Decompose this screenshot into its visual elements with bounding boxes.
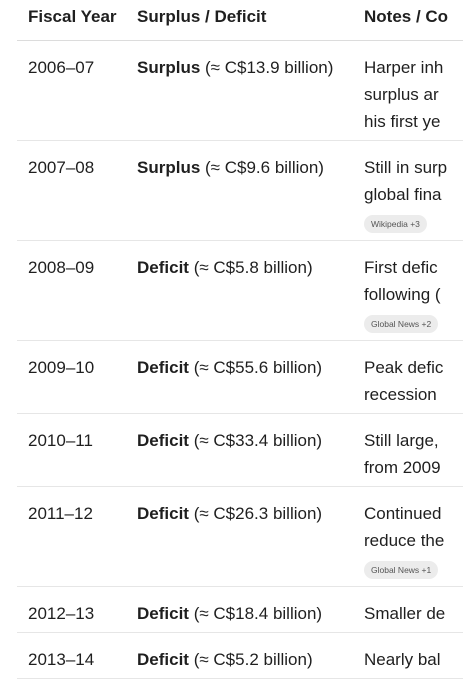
cell-surplus-deficit: Deficit (≈ C$55.6 billion) [137, 354, 322, 381]
table-row: 2012–13 Deficit (≈ C$18.4 billion) Small… [17, 587, 463, 633]
notes-line: Still in surp [364, 158, 448, 177]
cell-surplus-deficit: Deficit (≈ C$5.2 billion) [137, 646, 313, 673]
cell-notes: Continued reduce the Global News +1 [364, 500, 463, 581]
cell-fiscal-year: 2011–12 [28, 504, 93, 523]
table-row: 2009–10 Deficit (≈ C$55.6 billion) Peak … [17, 341, 463, 414]
notes-line: following ( [364, 285, 441, 304]
notes-line: First defic [364, 258, 438, 277]
cell-surplus-deficit: Deficit (≈ C$33.4 billion) [137, 427, 322, 454]
status-amount: (≈ C$5.8 billion) [188, 258, 313, 277]
status-amount: (≈ C$18.4 billion) [188, 604, 323, 623]
cell-fiscal-year: 2013–14 [28, 650, 95, 669]
cell-notes: Harper inh surplus ar his first ye [364, 54, 463, 135]
status-kind: Surplus [137, 58, 201, 77]
status-amount: (≈ C$26.3 billion) [188, 504, 323, 523]
notes-line: Continued [364, 504, 442, 523]
status-kind: Deficit [137, 358, 189, 377]
status-amount: (≈ C$33.4 billion) [188, 431, 323, 450]
status-kind: Deficit [137, 258, 189, 277]
status-amount: (≈ C$5.2 billion) [188, 650, 313, 669]
cell-surplus-deficit: Surplus (≈ C$9.6 billion) [137, 154, 324, 181]
status-kind: Deficit [137, 604, 189, 623]
notes-line: from 2009 [364, 458, 441, 477]
table-header-row: Fiscal Year Surplus / Deficit Notes / Co [17, 0, 463, 41]
table-row: 2008–09 Deficit (≈ C$5.8 billion) First … [17, 241, 463, 341]
status-kind: Surplus [137, 158, 201, 177]
cell-surplus-deficit: Deficit (≈ C$26.3 billion) [137, 500, 322, 527]
cell-notes: First defic following ( Global News +2 [364, 254, 463, 335]
notes-line: recession [364, 385, 437, 404]
table-row: 2006–07 Surplus (≈ C$13.9 billion) Harpe… [17, 41, 463, 141]
header-fiscal-year: Fiscal Year [28, 7, 117, 26]
header-notes: Notes / Co [364, 7, 449, 26]
status-kind: Deficit [137, 650, 189, 669]
status-amount: (≈ C$13.9 billion) [200, 58, 334, 77]
source-chip[interactable]: Global News +2 [364, 315, 439, 333]
notes-line: global fina [364, 185, 442, 204]
table-row: 2010–11 Deficit (≈ C$33.4 billion) Still… [17, 414, 463, 487]
cell-fiscal-year: 2006–07 [28, 58, 95, 77]
cell-surplus-deficit: Surplus (≈ C$13.9 billion) [137, 54, 333, 81]
cell-notes: Still in surp global fina Wikipedia +3 [364, 154, 463, 235]
cell-surplus-deficit: Deficit (≈ C$5.8 billion) [137, 254, 313, 281]
table-row: 2011–12 Deficit (≈ C$26.3 billion) Conti… [17, 487, 463, 587]
cell-fiscal-year: 2007–08 [28, 158, 95, 177]
table-row: 2007–08 Surplus (≈ C$9.6 billion) Still … [17, 141, 463, 241]
cell-fiscal-year: 2010–11 [28, 431, 93, 450]
status-kind: Deficit [137, 431, 189, 450]
status-amount: (≈ C$9.6 billion) [200, 158, 324, 177]
cell-notes: Smaller de [364, 600, 463, 627]
status-amount: (≈ C$55.6 billion) [188, 358, 323, 377]
cell-surplus-deficit: Deficit (≈ C$18.4 billion) [137, 600, 322, 627]
header-surplus-deficit: Surplus / Deficit [137, 7, 267, 26]
cell-fiscal-year: 2008–09 [28, 258, 95, 277]
notes-line: Nearly bal [364, 650, 441, 669]
table-row: 2013–14 Deficit (≈ C$5.2 billion) Nearly… [17, 633, 463, 679]
cell-notes: Peak defic recession [364, 354, 463, 408]
notes-line: Harper inh [364, 58, 444, 77]
notes-line: Peak defic [364, 358, 444, 377]
source-chip[interactable]: Wikipedia +3 [364, 215, 427, 233]
notes-line: Still large, [364, 431, 439, 450]
source-chip[interactable]: Global News +1 [364, 561, 439, 579]
status-kind: Deficit [137, 504, 189, 523]
notes-line: Smaller de [364, 604, 446, 623]
notes-line: reduce the [364, 531, 445, 550]
notes-line: surplus ar [364, 85, 439, 104]
cell-fiscal-year: 2009–10 [28, 358, 95, 377]
cell-notes: Nearly bal [364, 646, 463, 673]
cell-notes: Still large, from 2009 [364, 427, 463, 481]
cell-fiscal-year: 2012–13 [28, 604, 95, 623]
notes-line: his first ye [364, 112, 441, 131]
